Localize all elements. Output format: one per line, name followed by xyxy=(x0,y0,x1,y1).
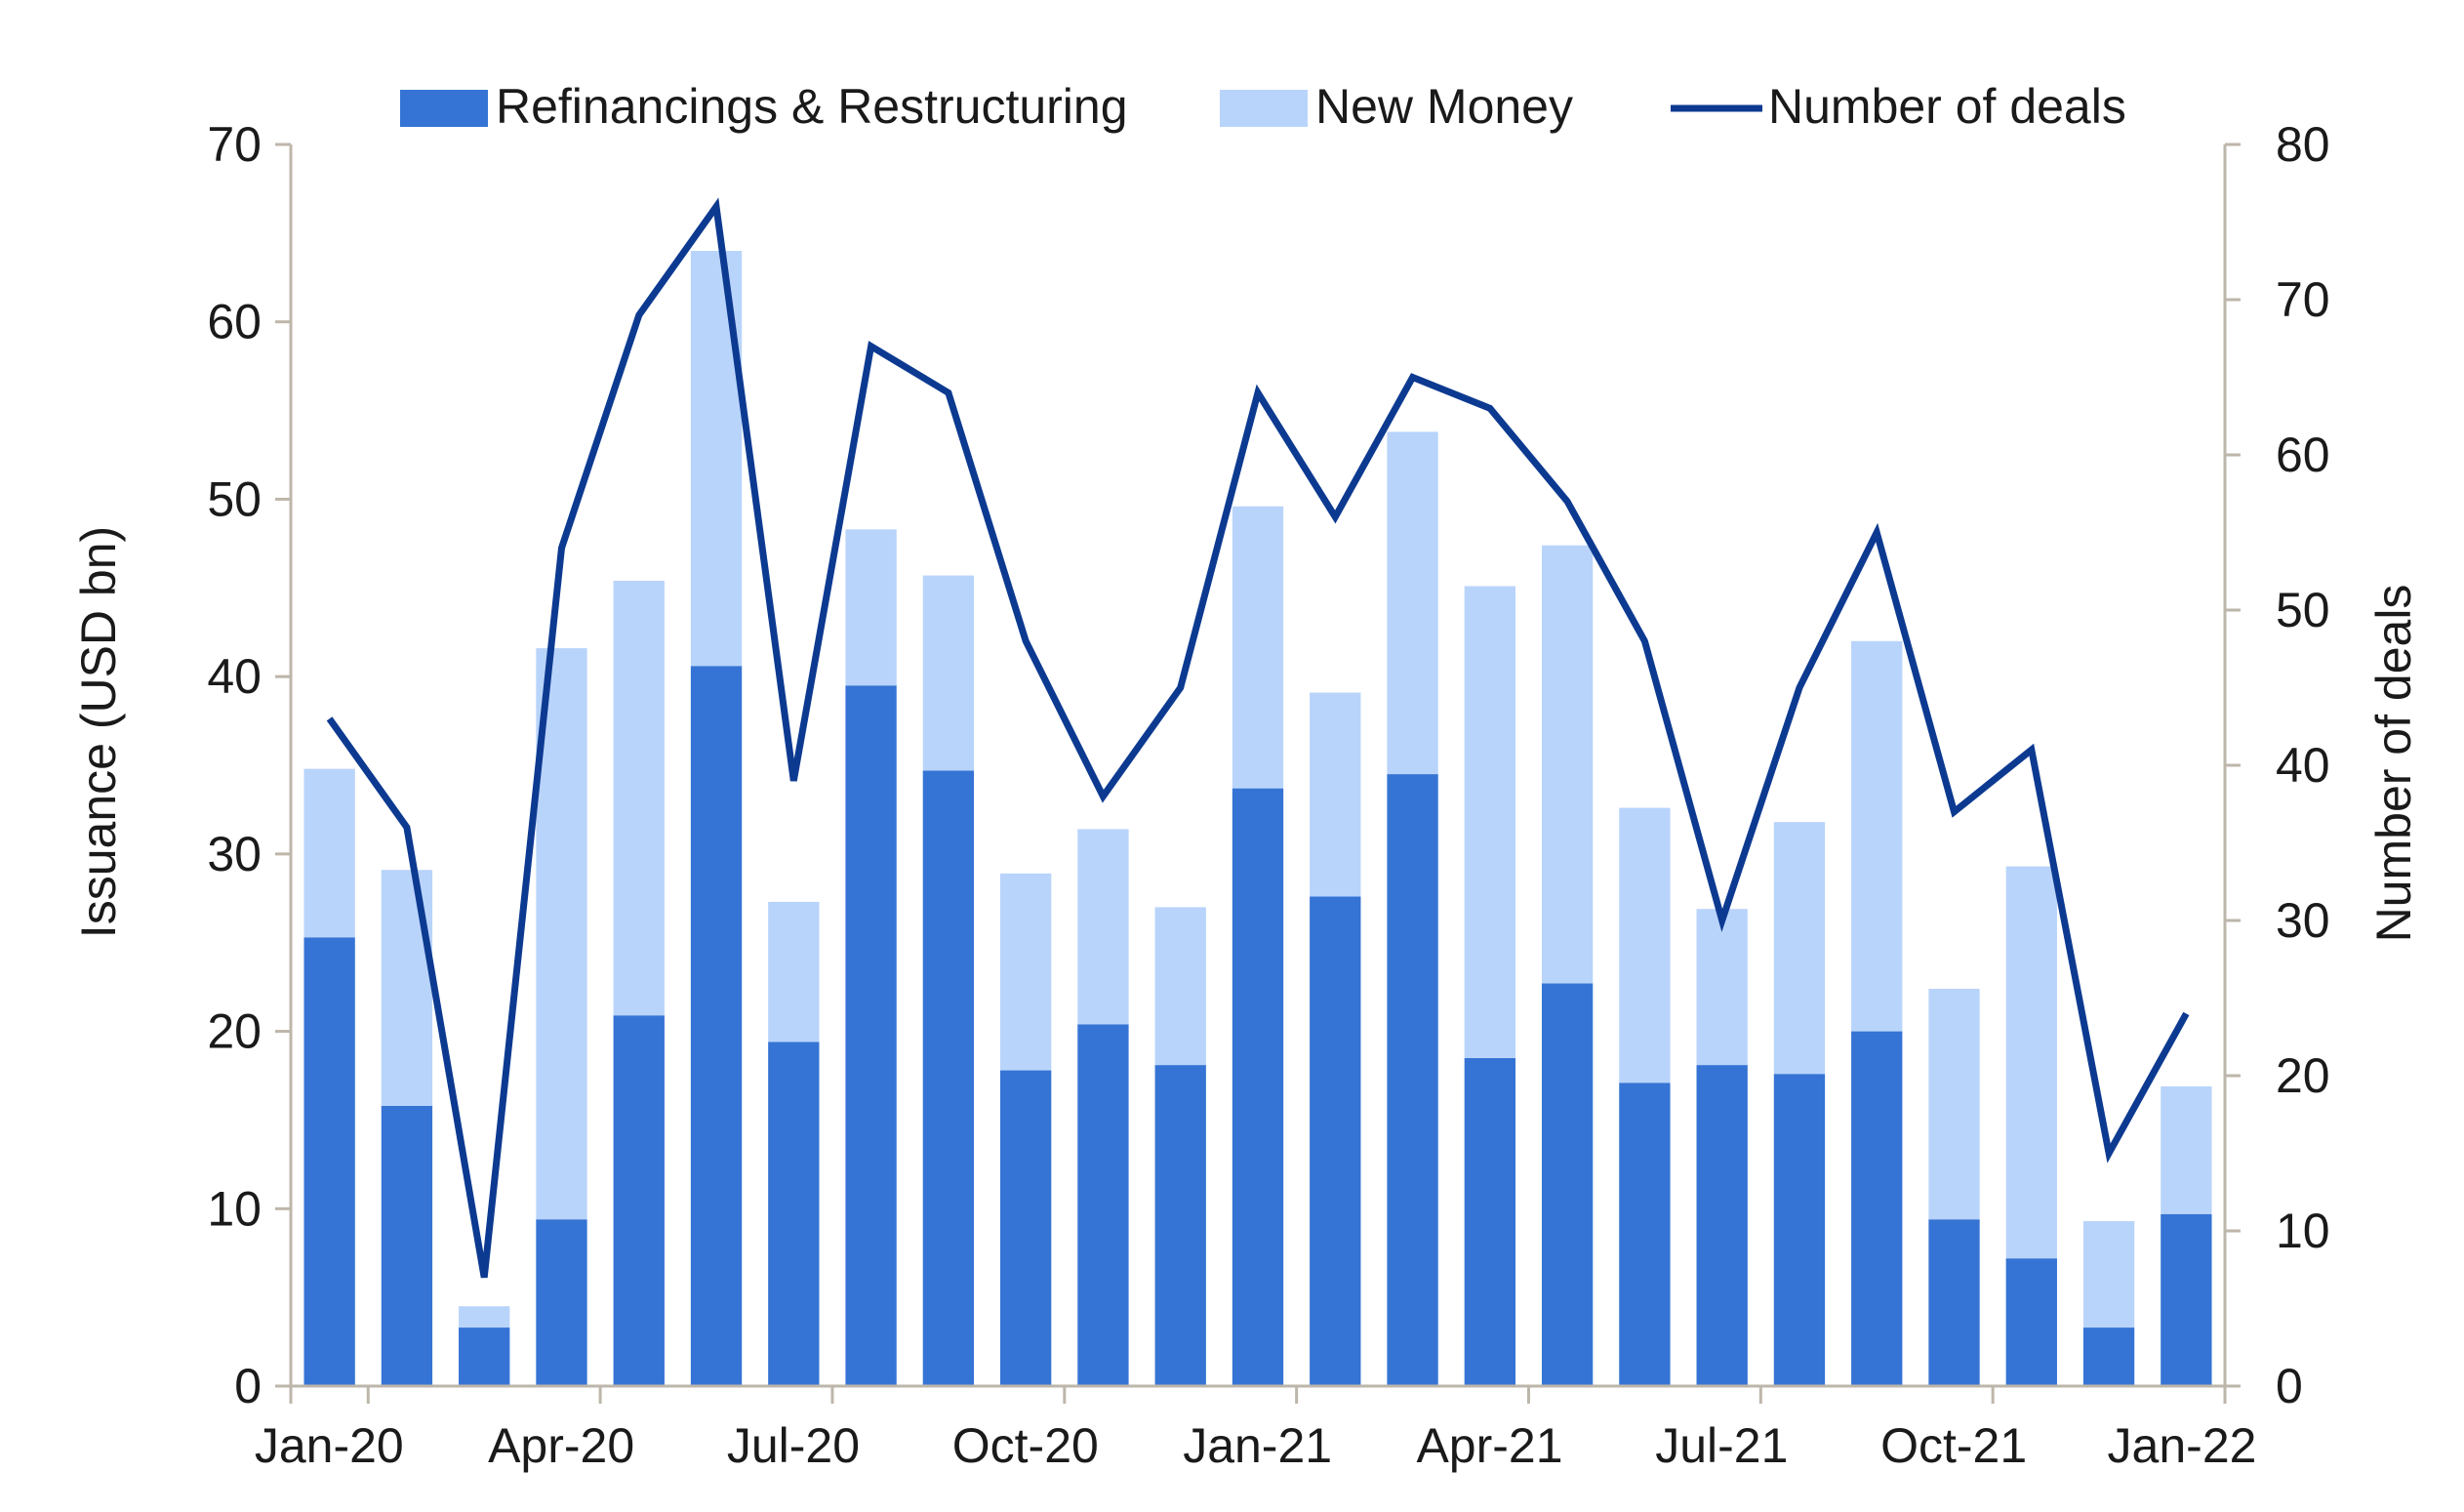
bar-refinancings xyxy=(1541,983,1594,1386)
bar-refinancings xyxy=(1154,1065,1206,1386)
y2-tick-label: 10 xyxy=(2276,1204,2330,1258)
bar-new-money xyxy=(303,768,355,938)
x-tick-label: Jul-20 xyxy=(727,1418,860,1473)
bar-new-money xyxy=(922,575,975,771)
bar-refinancings xyxy=(922,770,975,1386)
x-tick-label: Apr-20 xyxy=(488,1418,634,1473)
x-tick-label: Apr-21 xyxy=(1416,1418,1562,1473)
y-ticks-left: 0 10 20 30 40 50 60 70 xyxy=(207,117,291,1413)
bar-refinancings xyxy=(1773,1074,1826,1386)
legend-item-refinancings: Refinancings & Restructuring xyxy=(400,79,1128,134)
bar-new-money xyxy=(1851,640,1903,1032)
bar-refinancings xyxy=(1464,1057,1516,1386)
y-tick-label: 20 xyxy=(207,1004,262,1059)
bar-new-money xyxy=(613,581,665,1016)
y-tick-label: 30 xyxy=(207,827,262,881)
bar-new-money xyxy=(1928,988,1980,1220)
bar-new-money xyxy=(768,901,820,1042)
y2-tick-label: 40 xyxy=(2276,738,2330,793)
y-ticks-right: 0 10 20 30 40 50 60 70 80 xyxy=(2225,117,2330,1413)
line-layer xyxy=(326,197,2190,1279)
y2-tick-label: 80 xyxy=(2276,117,2330,172)
y-tick-label: 40 xyxy=(207,649,262,704)
bar-refinancings xyxy=(303,937,355,1386)
y-tick-label: 60 xyxy=(207,295,262,349)
bar-refinancings xyxy=(2161,1213,2212,1386)
bar-refinancings xyxy=(1310,896,1361,1386)
bar-new-money xyxy=(536,648,587,1220)
y-tick-label: 0 xyxy=(234,1359,262,1413)
bar-new-money xyxy=(1077,829,1129,1025)
legend-label-number-of-deals: Number of deals xyxy=(1768,79,2126,134)
bar-new-money xyxy=(381,870,433,1106)
bar-refinancings xyxy=(1232,788,1284,1386)
bar-refinancings xyxy=(381,1105,433,1386)
bar-new-money xyxy=(999,873,1052,1071)
bar-refinancings xyxy=(768,1042,820,1386)
bar-new-money xyxy=(1387,431,1438,775)
bar-new-money xyxy=(1619,807,1671,1083)
bar-refinancings xyxy=(1928,1219,1980,1386)
bar-new-money xyxy=(2005,866,2057,1259)
legend-item-new-money: New Money xyxy=(1220,79,1573,134)
bars-layer xyxy=(303,251,2212,1386)
y2-tick-label: 0 xyxy=(2276,1359,2303,1413)
legend-swatch-new-money xyxy=(1220,90,1308,127)
x-tick-label: Jan-22 xyxy=(2108,1418,2257,1473)
bar-refinancings xyxy=(690,666,743,1386)
bar-new-money xyxy=(1541,545,1594,984)
bar-new-money xyxy=(845,529,897,686)
y-tick-label: 70 xyxy=(207,117,262,172)
y2-axis-title: Number of deals xyxy=(2366,585,2421,943)
y2-tick-label: 30 xyxy=(2276,893,2330,948)
x-ticks: Jan-20 Apr-20 Jul-20 Oct-20 Jan-21 Apr-21 Jul-… xyxy=(255,1386,2257,1473)
x-tick-label: Jan-21 xyxy=(1183,1418,1332,1473)
bar-refinancings xyxy=(2005,1258,2057,1386)
bar-refinancings xyxy=(613,1015,665,1386)
y2-tick-label: 60 xyxy=(2276,428,2330,482)
bar-refinancings xyxy=(999,1070,1052,1386)
legend-label-new-money: New Money xyxy=(1315,79,1573,134)
y2-tick-label: 50 xyxy=(2276,583,2330,637)
y-tick-label: 50 xyxy=(207,471,262,526)
bar-new-money xyxy=(1773,822,1826,1075)
y2-tick-label: 20 xyxy=(2276,1048,2330,1103)
bar-refinancings xyxy=(1077,1024,1129,1386)
x-tick-label: Oct-20 xyxy=(952,1418,1099,1473)
bar-new-money xyxy=(2082,1221,2135,1328)
legend-label-refinancings: Refinancings & Restructuring xyxy=(496,79,1128,134)
bar-refinancings xyxy=(845,685,897,1386)
y-tick-label: 10 xyxy=(207,1181,262,1236)
bar-refinancings xyxy=(1619,1083,1671,1386)
bar-new-money xyxy=(1154,907,1206,1066)
bar-new-money xyxy=(2161,1085,2212,1214)
x-tick-label: Oct-21 xyxy=(1880,1418,2027,1473)
bar-new-money xyxy=(1464,586,1516,1058)
bar-refinancings xyxy=(2082,1328,2135,1386)
bar-new-money xyxy=(1310,692,1361,897)
bar-refinancings xyxy=(1851,1031,1903,1386)
bar-new-money xyxy=(1696,909,1748,1066)
legend-item-number-of-deals: Number of deals xyxy=(1671,79,2126,134)
legend: Refinancings & Restructuring New Money N… xyxy=(400,79,2126,134)
legend-swatch-refinancings xyxy=(400,90,488,127)
bar-new-money xyxy=(690,251,743,667)
bar-refinancings xyxy=(459,1328,510,1386)
x-tick-label: Jul-21 xyxy=(1655,1418,1788,1473)
y2-tick-label: 70 xyxy=(2276,272,2330,327)
x-tick-label: Jan-20 xyxy=(255,1418,404,1473)
y-axis-title: Issuance (USD bn) xyxy=(71,526,126,938)
bar-new-money xyxy=(1232,506,1284,789)
bar-refinancings xyxy=(1696,1065,1748,1386)
bar-new-money xyxy=(459,1306,510,1328)
bar-refinancings xyxy=(1387,774,1438,1386)
bar-refinancings xyxy=(536,1219,587,1386)
